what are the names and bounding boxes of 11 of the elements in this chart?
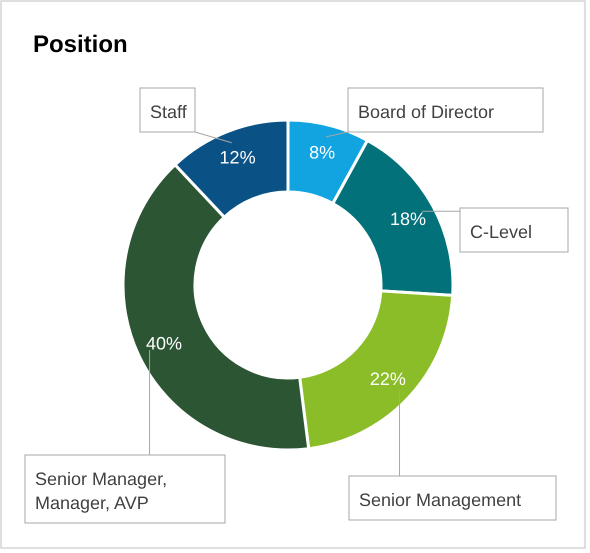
slice-label: Staff (150, 102, 188, 122)
data-label: 8% (309, 142, 336, 162)
slice-label: Senior Manager, Manager, AVP (35, 469, 168, 513)
chart-title: Position (33, 31, 128, 58)
data-label: 18% (390, 209, 426, 229)
data-label: 12% (220, 148, 256, 168)
data-label: 22% (370, 368, 406, 389)
slice-label: C-Level (470, 222, 532, 242)
slice-label: Senior Management (359, 490, 522, 510)
data-label: 40% (146, 333, 182, 354)
slice-label: Board of Director (358, 102, 494, 122)
